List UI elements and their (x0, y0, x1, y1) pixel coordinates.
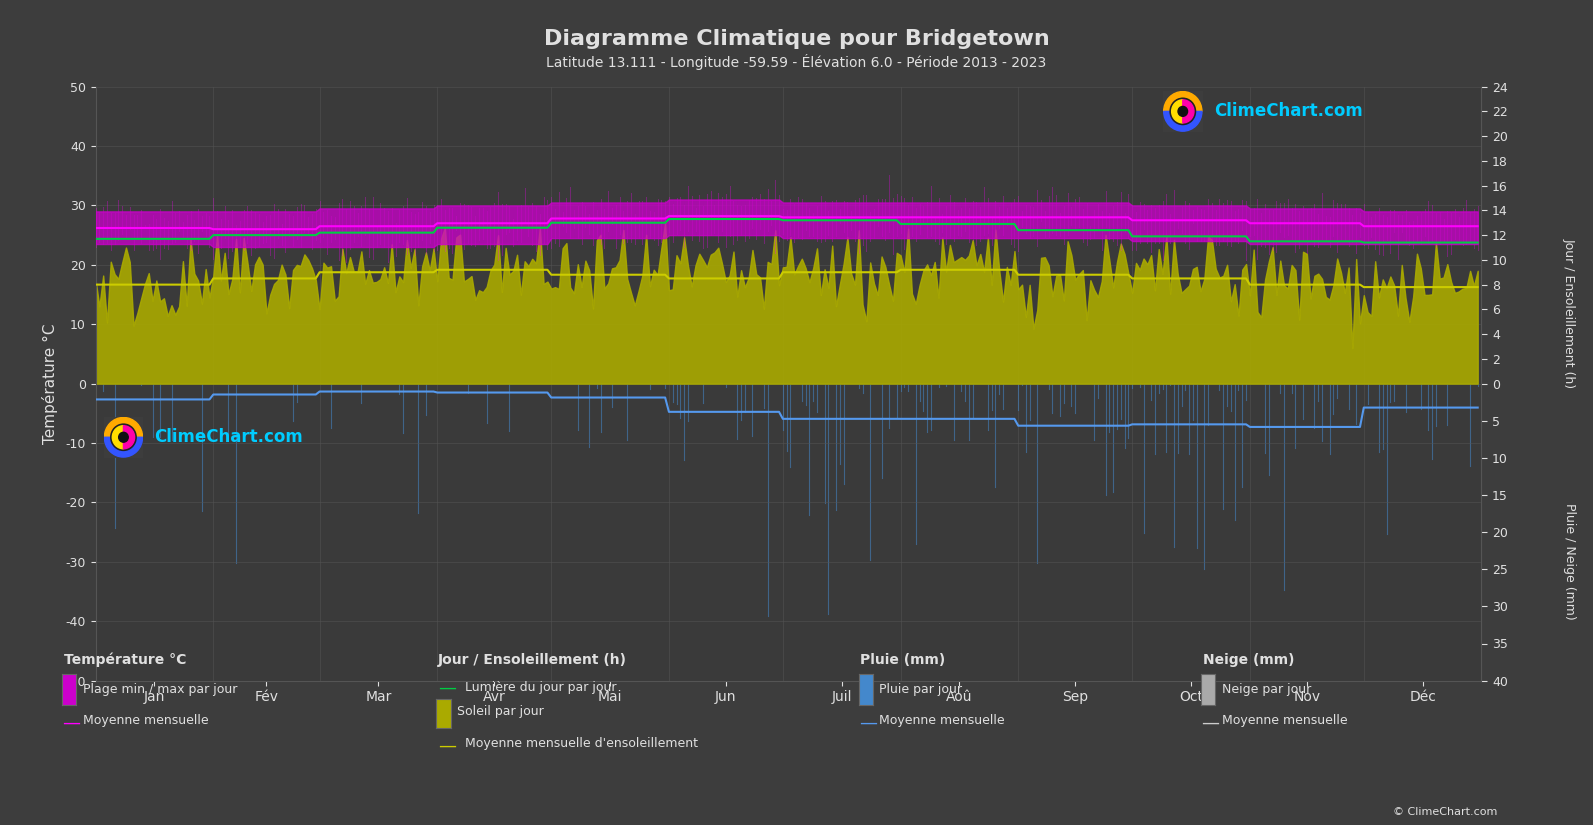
Text: —: — (438, 679, 456, 697)
Text: Moyenne mensuelle d'ensoleillement: Moyenne mensuelle d'ensoleillement (465, 738, 698, 751)
Wedge shape (1163, 92, 1203, 111)
Wedge shape (1169, 98, 1195, 125)
Text: Jour / Ensoleillement (h): Jour / Ensoleillement (h) (438, 653, 628, 667)
Text: Pluie / Neige (mm): Pluie / Neige (mm) (1563, 502, 1575, 620)
Text: Lumière du jour par jour: Lumière du jour par jour (465, 681, 616, 694)
Text: Température °C: Température °C (64, 653, 186, 667)
Text: —: — (859, 714, 876, 732)
Circle shape (1177, 106, 1187, 116)
Wedge shape (1163, 111, 1203, 131)
Text: Diagramme Climatique pour Bridgetown: Diagramme Climatique pour Bridgetown (543, 29, 1050, 49)
Wedge shape (112, 424, 137, 450)
Text: Jour / Ensoleillement (h): Jour / Ensoleillement (h) (1563, 238, 1575, 389)
Text: Neige (mm): Neige (mm) (1203, 653, 1294, 667)
Text: Plage min / max par jour: Plage min / max par jour (83, 683, 237, 696)
Text: © ClimeChart.com: © ClimeChart.com (1392, 807, 1497, 817)
Circle shape (119, 432, 129, 442)
Text: Pluie par jour: Pluie par jour (879, 683, 962, 696)
Wedge shape (1182, 100, 1195, 123)
Wedge shape (105, 417, 143, 437)
Text: —: — (62, 714, 80, 732)
Text: Moyenne mensuelle: Moyenne mensuelle (1222, 714, 1348, 728)
Text: ClimeChart.com: ClimeChart.com (155, 428, 303, 446)
Text: Moyenne mensuelle: Moyenne mensuelle (83, 714, 209, 728)
Text: Pluie (mm): Pluie (mm) (860, 653, 946, 667)
Wedge shape (124, 426, 134, 449)
Text: Moyenne mensuelle: Moyenne mensuelle (879, 714, 1005, 728)
Wedge shape (1172, 100, 1182, 123)
Text: Neige par jour: Neige par jour (1222, 683, 1311, 696)
Text: Latitude 13.111 - Longitude -59.59 - Élévation 6.0 - Période 2013 - 2023: Latitude 13.111 - Longitude -59.59 - Élé… (546, 54, 1047, 69)
Text: Soleil par jour: Soleil par jour (457, 705, 543, 719)
Text: ClimeChart.com: ClimeChart.com (1214, 102, 1362, 120)
Text: —: — (1201, 714, 1219, 732)
Wedge shape (105, 437, 143, 457)
Text: —: — (438, 737, 456, 755)
Y-axis label: Température °C: Température °C (43, 323, 59, 444)
Wedge shape (112, 426, 124, 449)
